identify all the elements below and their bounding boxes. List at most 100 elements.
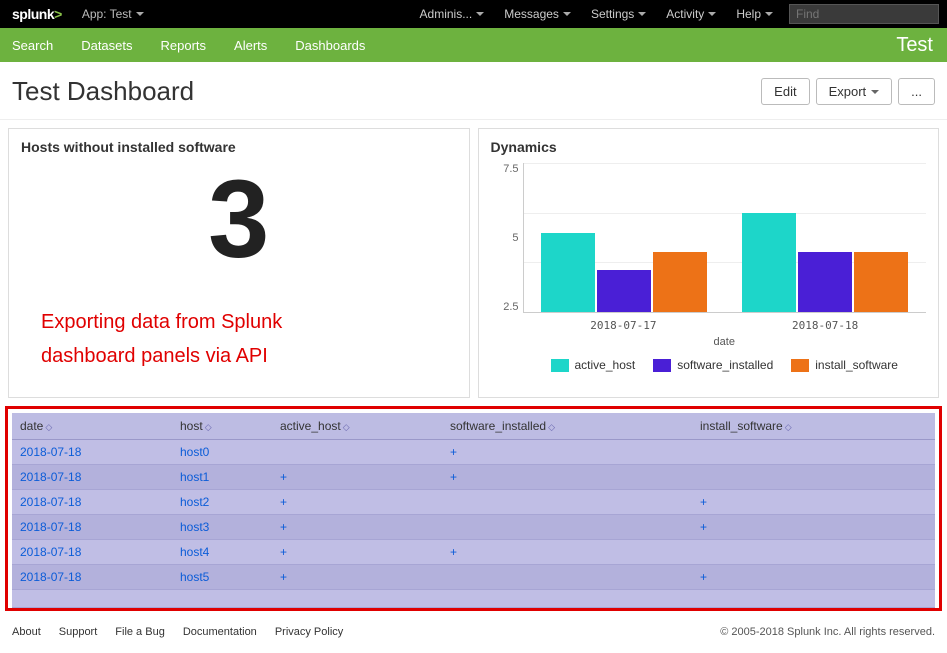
table-cell: host5 — [172, 565, 272, 590]
dashboard-title: Test Dashboard — [12, 76, 755, 107]
table-cell — [692, 440, 935, 465]
footer: About Support File a Bug Documentation P… — [0, 617, 947, 648]
table-row[interactable]: 2018-07-18host2++ — [12, 490, 935, 515]
col-header-host[interactable]: host◇ — [172, 413, 272, 440]
topbar-menu-admin[interactable]: Adminis... — [410, 7, 495, 21]
table-row[interactable]: 2018-07-18host4++ — [12, 540, 935, 565]
logo[interactable]: splunk> — [0, 6, 72, 22]
app-name: Test — [896, 34, 947, 57]
chevron-down-icon — [563, 12, 571, 16]
topbar-menu-settings[interactable]: Settings — [581, 7, 656, 21]
legend-item[interactable]: install_software — [791, 358, 898, 372]
legend-swatch — [653, 359, 671, 372]
legend-item[interactable]: software_installed — [653, 358, 773, 372]
footer-link-about[interactable]: About — [12, 626, 41, 638]
nav-item-search[interactable]: Search — [0, 38, 67, 53]
table-row[interactable]: 2018-07-18host1++ — [12, 465, 935, 490]
chevron-down-icon — [136, 12, 144, 16]
table-cell: + — [272, 565, 442, 590]
table-cell: + — [442, 440, 692, 465]
dashboard-header: Test Dashboard Edit Export ... — [0, 62, 947, 120]
global-search-input[interactable] — [789, 4, 939, 24]
legend-label: active_host — [575, 358, 636, 372]
footer-link-file-a-bug[interactable]: File a Bug — [115, 626, 165, 638]
table-cell: host2 — [172, 490, 272, 515]
legend-swatch — [791, 359, 809, 372]
table-cell — [442, 565, 692, 590]
more-button[interactable]: ... — [898, 78, 935, 105]
topbar-menu-activity[interactable]: Activity — [656, 7, 726, 21]
footer-link-documentation[interactable]: Documentation — [183, 626, 257, 638]
col-header-date[interactable]: date◇ — [12, 413, 172, 440]
table-cell: host4 — [172, 540, 272, 565]
bar[interactable] — [742, 213, 796, 312]
table-cell: + — [442, 540, 692, 565]
chart: 7.5 5 2.5 — [491, 163, 927, 313]
sort-icon: ◇ — [548, 422, 555, 432]
data-table: date◇ host◇ active_host◇ software_instal… — [12, 413, 935, 608]
table-cell — [692, 540, 935, 565]
bar[interactable] — [798, 252, 852, 312]
nav-item-alerts[interactable]: Alerts — [220, 38, 281, 53]
chart-plot-area — [523, 163, 927, 313]
bar[interactable] — [653, 252, 707, 312]
bar[interactable] — [597, 270, 651, 312]
panel-title: Dynamics — [491, 139, 927, 155]
legend-item[interactable]: active_host — [551, 358, 636, 372]
x-axis-title: date — [523, 336, 927, 348]
table-cell: + — [692, 490, 935, 515]
topbar: splunk> App: Test Adminis... Messages Se… — [0, 0, 947, 28]
chart-legend: active_host software_installed install_sof… — [523, 358, 927, 372]
copyright: © 2005-2018 Splunk Inc. All rights reser… — [720, 626, 935, 638]
col-header-install-software[interactable]: install_software◇ — [692, 413, 935, 440]
single-value: 3 — [21, 165, 457, 275]
table-cell: host3 — [172, 515, 272, 540]
table-cell: 2018-07-18 — [12, 440, 172, 465]
table-cell: + — [272, 490, 442, 515]
app-selector[interactable]: App: Test — [72, 7, 154, 21]
legend-swatch — [551, 359, 569, 372]
sort-icon: ◇ — [785, 422, 792, 432]
topbar-menu-help[interactable]: Help — [726, 7, 783, 21]
bar[interactable] — [541, 233, 595, 312]
table-cell: + — [272, 540, 442, 565]
chevron-down-icon — [708, 12, 716, 16]
footer-link-support[interactable]: Support — [59, 626, 98, 638]
col-header-active-host[interactable]: active_host◇ — [272, 413, 442, 440]
export-button[interactable]: Export — [816, 78, 893, 105]
bar-group — [541, 163, 707, 312]
nav-item-reports[interactable]: Reports — [147, 38, 221, 53]
table-cell — [272, 440, 442, 465]
table-cell — [442, 515, 692, 540]
panel-title: Hosts without installed software — [21, 139, 457, 155]
table-row[interactable]: 2018-07-18host5++ — [12, 565, 935, 590]
chevron-down-icon — [476, 12, 484, 16]
sort-icon: ◇ — [343, 422, 350, 432]
table-row[interactable]: 2018-07-18host3++ — [12, 515, 935, 540]
table-cell: + — [272, 465, 442, 490]
table-cell — [692, 465, 935, 490]
sort-icon: ◇ — [45, 422, 52, 432]
chevron-down-icon — [638, 12, 646, 16]
table-cell: + — [442, 465, 692, 490]
global-search — [789, 4, 939, 24]
footer-link-privacy-policy[interactable]: Privacy Policy — [275, 626, 343, 638]
chevron-down-icon — [871, 90, 879, 94]
logo-text: splunk — [12, 6, 54, 22]
table-cell: host0 — [172, 440, 272, 465]
table-cell: 2018-07-18 — [12, 490, 172, 515]
panels-row: Hosts without installed software 3 Expor… — [0, 120, 947, 406]
nav-item-dashboards[interactable]: Dashboards — [281, 38, 379, 53]
nav-item-datasets[interactable]: Datasets — [67, 38, 146, 53]
table-cell: 2018-07-18 — [12, 565, 172, 590]
table-row[interactable]: 2018-07-18host0 + — [12, 440, 935, 465]
table-cell: 2018-07-18 — [12, 540, 172, 565]
edit-button[interactable]: Edit — [761, 78, 809, 105]
col-header-software-installed[interactable]: software_installed◇ — [442, 413, 692, 440]
topbar-menu-messages[interactable]: Messages — [494, 7, 581, 21]
navbar: Search Datasets Reports Alerts Dashboard… — [0, 28, 947, 62]
table-header-row: date◇ host◇ active_host◇ software_instal… — [12, 413, 935, 440]
sort-icon: ◇ — [205, 422, 212, 432]
bar[interactable] — [854, 252, 908, 312]
panel-hosts-without-software: Hosts without installed software 3 Expor… — [8, 128, 470, 398]
